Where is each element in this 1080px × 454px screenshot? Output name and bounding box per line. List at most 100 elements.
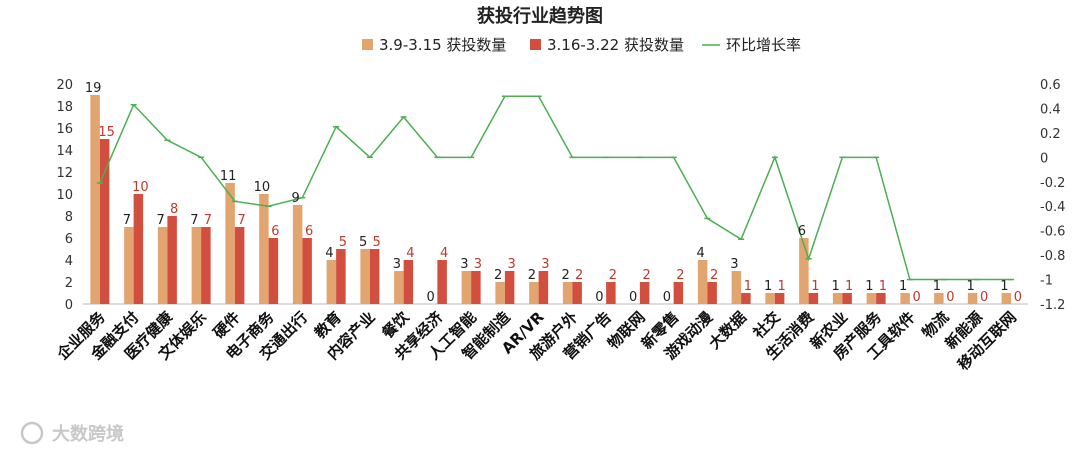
data-label-series-1: 1: [764, 279, 772, 294]
legend-label-series-1: 3.9-3.15 获投数量: [379, 36, 506, 54]
bar-series-1: [799, 238, 809, 304]
watermark: 大数跨境: [20, 421, 124, 445]
data-label-series-2: 2: [575, 268, 583, 283]
legend-label-series-2: 3.16-3.22 获投数量: [547, 36, 684, 54]
y-tick-label: 20: [56, 78, 73, 93]
data-label-series-2: 3: [507, 257, 515, 272]
data-label-series-1: 7: [190, 213, 198, 228]
data-label-series-2: 1: [879, 279, 887, 294]
bar-series-2: [639, 282, 650, 304]
x-tick-label: 大数据: [705, 308, 750, 353]
data-label-series-2: 5: [372, 235, 380, 250]
data-label-series-1: 6: [798, 224, 806, 239]
data-label-series-1: 3: [730, 257, 738, 272]
bar-series-1: [562, 282, 573, 304]
bar-series-1: [90, 95, 100, 304]
data-label-series-1: 11: [220, 169, 237, 184]
bar-series-2: [572, 282, 582, 304]
data-label-series-1: 2: [561, 268, 569, 283]
bar-series-1: [1001, 293, 1012, 304]
data-label-series-1: 0: [629, 290, 637, 305]
bar-series-1: [191, 227, 202, 304]
bar-series-1: [731, 271, 742, 304]
y2-tick-label: -1: [1040, 274, 1053, 289]
bar-series-1: [326, 260, 337, 304]
data-label-series-1: 0: [595, 290, 603, 305]
y2-tick-label: 0.4: [1040, 102, 1061, 117]
y2-tick-label: 0: [1040, 151, 1048, 166]
legend-swatch-series-1: [362, 39, 373, 50]
data-label-series-2: 10: [132, 180, 149, 195]
bar-series-1: [292, 205, 303, 304]
data-label-series-1: 3: [460, 257, 468, 272]
data-label-series-1: 2: [528, 268, 536, 283]
data-label-series-2: 15: [98, 125, 115, 140]
data-label-series-2: 6: [271, 224, 279, 239]
bar-series-2: [504, 271, 515, 304]
data-label-series-2: 1: [777, 279, 785, 294]
bar-series-2: [774, 293, 785, 304]
bar-series-1: [360, 249, 370, 304]
data-label-series-2: 1: [744, 279, 752, 294]
data-label-series-1: 4: [325, 246, 333, 261]
bar-series-2: [808, 293, 819, 304]
data-label-series-1: 1: [831, 279, 839, 294]
bar-series-2: [707, 282, 717, 304]
line-layer: [96, 95, 1015, 281]
legend-swatch-series-2: [530, 39, 541, 50]
bar-series-2: [234, 227, 245, 304]
bar-series-1: [394, 271, 404, 304]
data-label-series-1: 0: [663, 290, 671, 305]
x-tick-label: 物联网: [604, 308, 649, 353]
y2-tick-label: -0.2: [1040, 176, 1065, 191]
bar-series-1: [225, 183, 235, 304]
bar-series-2: [336, 249, 346, 304]
watermark-text: 大数跨境: [52, 423, 124, 445]
bar-series-1: [157, 227, 168, 304]
y-tick-label: 4: [65, 254, 73, 269]
data-label-series-2: 2: [642, 268, 650, 283]
bar-series-2: [302, 238, 312, 304]
data-label-series-1: 1: [865, 279, 873, 294]
data-label-series-1: 2: [494, 268, 502, 283]
bar-series-1: [697, 260, 708, 304]
data-label-series-2: 6: [305, 224, 313, 239]
bar-series-2: [133, 194, 144, 304]
bar-series-2: [673, 282, 684, 304]
data-label-series-1: 3: [393, 257, 401, 272]
data-label-series-1: 0: [426, 290, 434, 305]
bar-series-2: [471, 271, 481, 304]
data-label-series-1: 19: [85, 81, 102, 96]
y2-tick-label: -0.6: [1040, 225, 1065, 240]
bar-series-1: [765, 293, 775, 304]
data-label-series-2: 3: [474, 257, 482, 272]
bar-series-2: [201, 227, 211, 304]
bar-series-1: [124, 227, 134, 304]
bar-series-1: [495, 282, 505, 304]
y-tick-label: 18: [56, 100, 73, 115]
bar-series-2: [842, 293, 852, 304]
bar-series-1: [934, 293, 944, 304]
data-label-series-2: 2: [676, 268, 684, 283]
bar-series-1: [259, 194, 269, 304]
bar-series-2: [437, 260, 447, 304]
bar-series-2: [167, 216, 177, 304]
bar-series-2: [403, 260, 414, 304]
bar-series-2: [876, 293, 886, 304]
data-label-series-1: 4: [696, 246, 704, 261]
y-tick-label: 12: [56, 166, 73, 181]
legend-label-series-3: 环比增长率: [726, 36, 801, 54]
y-tick-label: 2: [65, 276, 73, 291]
bar-series-1: [529, 282, 539, 304]
data-label-series-1: 9: [291, 191, 299, 206]
bar-series-1: [967, 293, 978, 304]
y2-tick-label: -0.4: [1040, 200, 1065, 215]
y2-tick-label: -1.2: [1040, 298, 1065, 313]
y2-tick-label: -0.8: [1040, 249, 1065, 264]
y-tick-label: 8: [65, 210, 73, 225]
bar-series-1: [900, 293, 910, 304]
bar-series-2: [99, 139, 110, 304]
